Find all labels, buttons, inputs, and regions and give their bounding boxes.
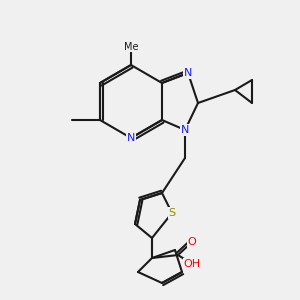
Text: N: N [127,133,135,143]
Text: N: N [184,68,192,78]
Text: S: S [168,208,175,218]
Text: O: O [188,237,196,247]
Text: N: N [181,125,189,135]
Text: Me: Me [124,42,138,52]
Text: OH: OH [183,259,201,269]
